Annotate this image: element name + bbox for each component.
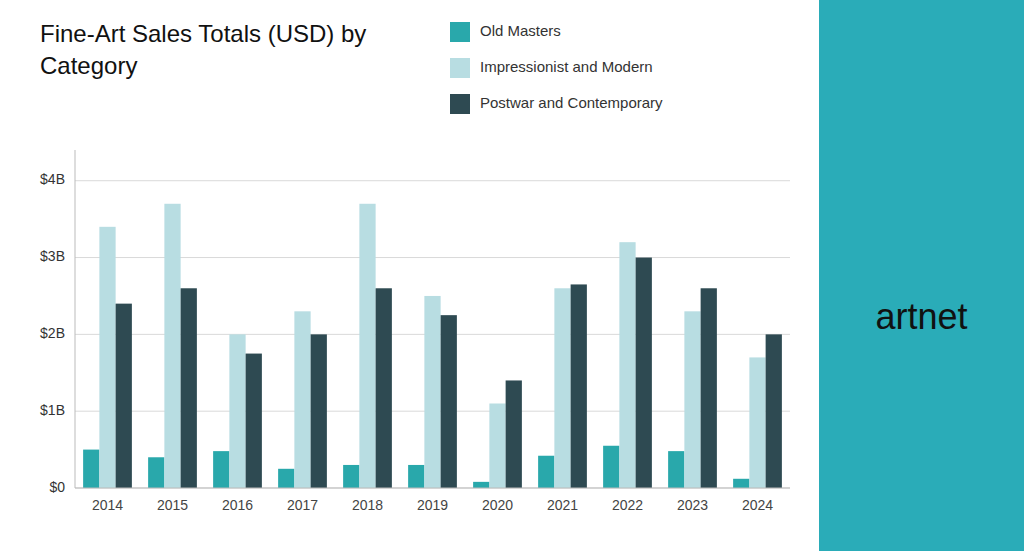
bar	[749, 357, 765, 488]
bar	[506, 380, 522, 488]
bar	[116, 304, 132, 488]
x-axis-line	[75, 488, 790, 489]
bar	[359, 204, 375, 488]
bar	[164, 204, 180, 488]
bar	[489, 404, 505, 489]
x-tick-label: 2014	[92, 497, 123, 513]
legend: Old Masters Impressionist and Modern Postw…	[450, 22, 663, 114]
bar	[701, 288, 717, 488]
legend-label: Postwar and Contemporary	[480, 94, 663, 111]
side-panel	[819, 0, 1024, 551]
x-tick-label: 2017	[287, 497, 318, 513]
x-tick-label: 2021	[547, 497, 578, 513]
legend-label: Impressionist and Modern	[480, 58, 653, 75]
x-tick-label: 2015	[157, 497, 188, 513]
bar	[554, 288, 570, 488]
y-tick-label: $1B	[40, 402, 65, 418]
x-tick-label: 2020	[482, 497, 513, 513]
x-tick-label: 2024	[742, 497, 773, 513]
x-tick-label: 2018	[352, 497, 383, 513]
bar	[294, 311, 310, 488]
chart-svg: artnet $0 $1B $2B $3B $4B 2014 2015 2016 2017 2018…	[0, 0, 1024, 551]
bar	[668, 451, 684, 488]
bar	[148, 457, 164, 488]
bar	[229, 334, 245, 488]
bar	[766, 334, 782, 488]
bar	[473, 482, 489, 488]
bar	[343, 465, 359, 488]
bars	[83, 204, 782, 488]
grid-line	[75, 488, 790, 489]
legend-swatch	[450, 58, 470, 78]
x-tick-label: 2019	[417, 497, 448, 513]
legend-swatch	[450, 22, 470, 42]
bar	[684, 311, 700, 488]
bar	[538, 456, 554, 488]
bar	[311, 334, 327, 488]
bar	[408, 465, 424, 488]
bar	[181, 288, 197, 488]
bar	[733, 479, 749, 488]
y-tick-label: $2B	[40, 325, 65, 341]
bar	[213, 451, 229, 488]
bar	[99, 227, 115, 488]
bar	[603, 446, 619, 488]
title: Fine-Art Sales Totals (USD) byCategory	[40, 20, 366, 79]
bar	[619, 242, 635, 488]
bar	[636, 258, 652, 488]
bar	[424, 296, 440, 488]
y-tick-label: $4B	[40, 171, 65, 187]
bar	[376, 288, 392, 488]
grid	[75, 181, 790, 488]
y-axis-line	[75, 150, 76, 488]
bar	[83, 450, 99, 488]
x-tick-label: 2016	[222, 497, 253, 513]
annotation: artnet	[875, 296, 967, 337]
bar	[278, 469, 294, 488]
y-tick-label: $0	[49, 479, 65, 495]
x-tick-label: 2022	[612, 497, 643, 513]
bar	[441, 315, 457, 488]
grid-line	[75, 180, 790, 181]
y-tick-label: $3B	[40, 248, 65, 264]
chart-container: artnet $0 $1B $2B $3B $4B 2014 2015 2016 2017 2018…	[0, 0, 1024, 551]
legend-label: Old Masters	[480, 22, 561, 39]
x-tick-label: 2023	[677, 497, 708, 513]
bar	[246, 354, 262, 488]
grid-line	[75, 257, 790, 258]
legend-swatch	[450, 94, 470, 114]
bar	[571, 284, 587, 488]
